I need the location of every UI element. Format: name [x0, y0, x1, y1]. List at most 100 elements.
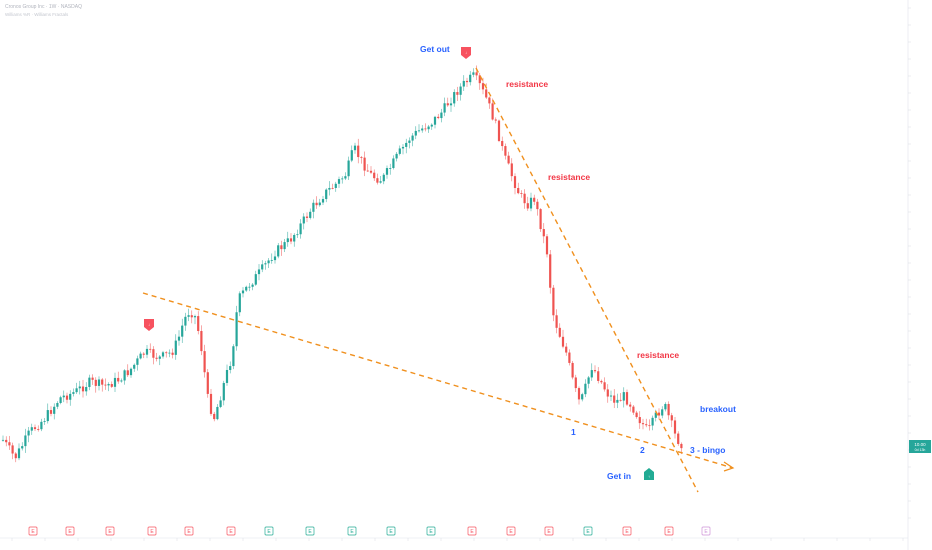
buy-marker: ↑: [644, 468, 654, 480]
candle-body: [107, 384, 110, 386]
annotation-point-1: 1: [571, 427, 576, 437]
candle-body: [417, 130, 421, 132]
resistance-trendline[interactable]: [475, 67, 699, 493]
candle-body: [289, 238, 293, 242]
candle-body: [590, 370, 593, 378]
candle-body: [296, 234, 299, 236]
earnings-marker: E: [184, 526, 194, 536]
candle-body: [568, 352, 571, 363]
lower-support-trendline[interactable]: [142, 292, 734, 469]
candle-body: [389, 168, 392, 169]
candle-body: [97, 379, 101, 386]
candle-body: [280, 245, 283, 250]
candle-body: [203, 351, 206, 373]
candle-body: [171, 352, 174, 355]
candle-body: [222, 382, 225, 401]
annotation-point-3-bingo: 3 - bingo: [690, 445, 725, 455]
candle-body: [232, 346, 235, 367]
candle-body: [478, 75, 481, 84]
earnings-marker: E: [467, 526, 477, 536]
candle-body: [337, 179, 341, 184]
candle-body: [427, 126, 430, 130]
candle-body: [581, 394, 584, 400]
candle-body: [632, 406, 635, 413]
candle-body: [558, 327, 561, 337]
indicator-legend: Williams %R · Williams Fractals: [5, 12, 69, 17]
candle-body: [254, 274, 257, 285]
candle-body: [654, 412, 657, 418]
candle-body: [616, 399, 619, 403]
candle-body: [149, 348, 152, 350]
earnings-marker: E: [347, 526, 357, 536]
candle-body: [49, 410, 53, 414]
candle-body: [325, 189, 328, 200]
candle-body: [408, 140, 411, 143]
candle-body: [606, 389, 609, 397]
candle-body: [14, 453, 17, 459]
candle-body: [1, 439, 5, 441]
candle-body: [293, 234, 296, 242]
candle-body: [219, 400, 222, 407]
svg-text:E: E: [108, 529, 112, 535]
candle-body: [200, 331, 203, 352]
svg-text:E: E: [625, 529, 629, 535]
candle-body: [369, 170, 373, 173]
candle-body: [21, 446, 24, 449]
candle-body: [542, 229, 545, 237]
candle-body: [225, 369, 229, 383]
candle-body: [264, 263, 267, 265]
candle-body: [248, 286, 251, 288]
candle-body: [552, 287, 555, 316]
candle-body: [597, 371, 600, 381]
svg-text:E: E: [308, 529, 312, 535]
candle-body: [385, 168, 389, 175]
candle-body: [120, 380, 123, 382]
candle-body: [437, 116, 440, 119]
candle-body: [27, 430, 30, 436]
candle-body: [609, 395, 613, 397]
candle-body: [677, 433, 680, 444]
candle-body: [59, 397, 62, 403]
trendline-arrowhead: [723, 461, 735, 472]
candle-body: [88, 377, 91, 388]
candle-body: [40, 421, 43, 430]
candle-body: [193, 316, 197, 318]
svg-text:E: E: [586, 529, 590, 535]
candle-body: [286, 238, 289, 243]
chart-header: Cronos Group Inc · 1W · NASDAQ Williams …: [5, 3, 82, 18]
candle-body: [101, 379, 104, 385]
candle-body: [139, 353, 142, 359]
candle-body: [549, 254, 552, 288]
candle-body: [411, 135, 414, 141]
candle-body: [395, 153, 398, 159]
candle-body: [56, 402, 59, 407]
candle-body: [593, 370, 597, 372]
svg-text:E: E: [509, 529, 513, 535]
candle-body: [72, 392, 75, 394]
candle-body: [501, 140, 504, 147]
candle-body: [174, 340, 177, 355]
svg-text:E: E: [229, 529, 233, 535]
candle-body: [661, 409, 664, 416]
candle-body: [78, 386, 81, 389]
candle-body: [273, 256, 277, 261]
candle-body: [453, 92, 456, 104]
candle-body: [366, 170, 369, 172]
candle-body: [491, 103, 494, 120]
candle-body: [651, 417, 654, 426]
candle-body: [638, 417, 641, 424]
candle-body: [270, 260, 273, 261]
candle-body: [584, 383, 587, 395]
svg-text:↓: ↓: [465, 50, 467, 55]
candle-body: [136, 358, 139, 365]
annotation-resistance-2: resistance: [548, 172, 590, 182]
candle-body: [619, 399, 622, 401]
earnings-marker: E: [386, 526, 396, 536]
candle-body: [433, 116, 437, 125]
candle-body: [245, 286, 248, 291]
candle-body: [392, 158, 395, 169]
candle-body: [539, 209, 542, 230]
earnings-marker: E: [622, 526, 632, 536]
candle-body: [184, 316, 187, 326]
